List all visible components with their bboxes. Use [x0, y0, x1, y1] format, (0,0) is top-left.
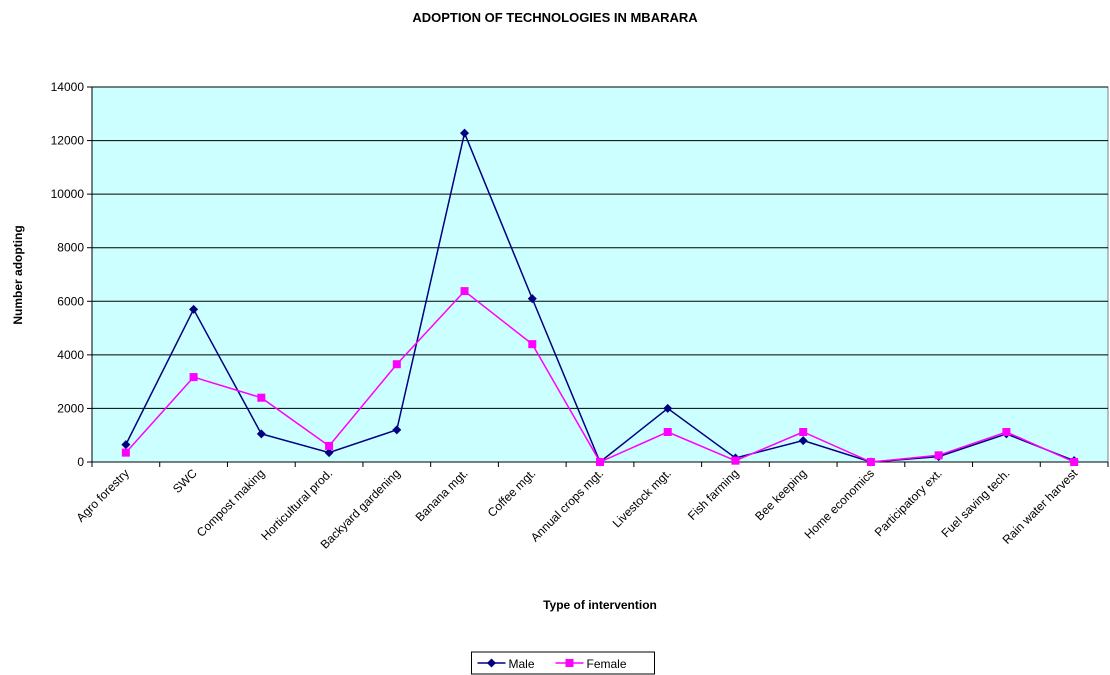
x-tick-label: SWC [170, 466, 200, 496]
data-point [392, 425, 402, 435]
x-tick-label: Horticultural prod. [258, 466, 335, 543]
data-point [1070, 458, 1079, 466]
data-point [325, 441, 334, 450]
data-point [460, 128, 470, 138]
x-tick-label: Compost making [194, 466, 268, 540]
legend-label: Male [509, 657, 535, 671]
data-point [121, 440, 131, 450]
legend-marker [565, 659, 574, 667]
legend-label: Female [587, 657, 627, 671]
y-tick-label: 4000 [57, 348, 84, 362]
data-point [257, 393, 266, 402]
data-point [934, 451, 943, 460]
data-point [324, 448, 334, 458]
x-tick-label: Home economics [802, 466, 877, 541]
x-tick-label: Agro forestry [74, 466, 132, 524]
data-point [663, 428, 672, 436]
data-point [527, 294, 537, 304]
x-tick-label: Fuel saving tech. [938, 466, 1012, 540]
x-tick-label: Banana mgt. [413, 466, 471, 524]
x-tick-label: Participatory ext. [872, 466, 945, 539]
y-tick-label: 2000 [57, 401, 84, 415]
data-point [799, 428, 808, 436]
y-tick-label: 10000 [51, 187, 85, 201]
data-point [731, 456, 740, 465]
y-tick-label: 14000 [51, 80, 85, 94]
y-tick-label: 12000 [51, 134, 85, 148]
data-point [596, 458, 604, 466]
x-axis-label: Type of intervention [543, 598, 657, 612]
y-axis-label: Number adopting [11, 225, 25, 324]
x-tick-label: Bee keeping [752, 466, 809, 523]
x-tick-label: Fish farming [685, 466, 742, 523]
data-point [121, 448, 130, 457]
data-point [1002, 428, 1011, 436]
data-point [663, 403, 673, 413]
data-point [189, 304, 199, 314]
legend-marker [487, 658, 496, 668]
x-tick-label: Coffee mgt. [485, 466, 539, 520]
chart-title: ADOPTION OF TECHNOLOGIES IN MBARARA [412, 10, 698, 25]
x-tick-label: Livestock mgt. [610, 466, 674, 530]
data-point [392, 360, 401, 369]
data-point [256, 429, 266, 439]
y-tick-label: 6000 [57, 294, 84, 308]
data-point [866, 458, 875, 466]
plot-area [91, 86, 1109, 463]
x-tick-label: Rain water harvest [1000, 466, 1081, 547]
data-point [189, 373, 198, 382]
y-tick-label: 0 [77, 455, 84, 469]
data-point [798, 436, 808, 446]
y-tick-label: 8000 [57, 241, 84, 255]
data-point [460, 287, 469, 296]
data-point [528, 340, 537, 349]
x-tick-label: Annual crops mgt. [528, 466, 606, 544]
